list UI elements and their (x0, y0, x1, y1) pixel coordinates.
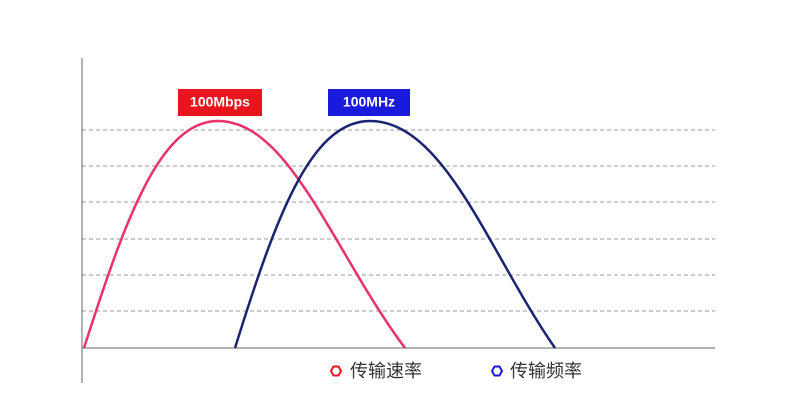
rate-label-box (178, 89, 262, 116)
frequency-label: 100MHz (343, 94, 395, 110)
legend-label: 传输频率 (510, 361, 582, 382)
rate-label: 100Mbps (190, 94, 250, 110)
legend-label: 传输速率 (350, 361, 422, 382)
frequency-curve (233, 119, 557, 349)
rate-curve (82, 119, 406, 349)
legend-icon (329, 365, 343, 377)
frequency-label-box (328, 89, 410, 116)
grid (82, 129, 715, 312)
legend-icon (490, 365, 504, 377)
